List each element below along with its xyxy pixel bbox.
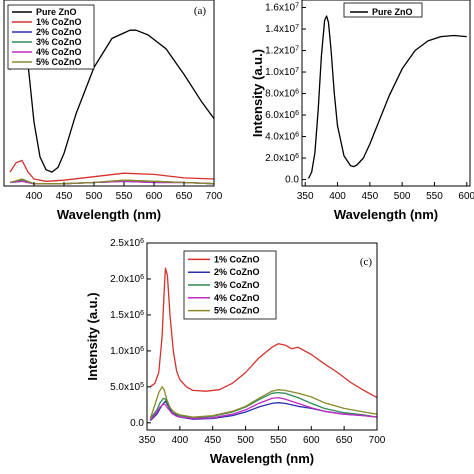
plot-frame [301, 0, 471, 187]
x-tick-label: 350 [297, 191, 314, 202]
series-line-1 [149, 267, 377, 399]
y-tick-label: 4.0x106 [265, 131, 299, 143]
y-tick-label: 2.5x106 [110, 238, 144, 250]
x-axis-label: Wavelength (nm) [57, 207, 161, 222]
legend-label: Pure ZnO [372, 7, 413, 17]
y-tick-label: 2.0x106 [110, 273, 144, 285]
x-tick-label: 600 [146, 191, 163, 202]
plot-frame [3, 0, 215, 187]
y-axis-label: Intensity (a.u.) [250, 49, 265, 137]
series-line-1 [307, 15, 467, 179]
y-tick-label: 1.6x107 [265, 2, 299, 14]
series-group [307, 15, 467, 179]
y-tick-label: 5.0x105 [110, 381, 144, 393]
y-tick-label: 1.0x106 [110, 345, 144, 357]
x-tick-label: 450 [204, 435, 221, 446]
y-tick-label: 1.2x107 [265, 45, 299, 57]
x-tick-label: 650 [336, 435, 353, 446]
legend: 1% CoZnO 2% CoZnO 3% CoZnO 4% CoZnO 5% CoZnO [183, 250, 277, 320]
panel-label: (c) [360, 256, 373, 268]
legend-label: Pure ZnO [36, 7, 77, 17]
chart-panel-1: 400 450 500 550 600 650 700 Wavelength (nm) (a) P… [3, 0, 223, 222]
x-tick-label: 700 [206, 191, 223, 202]
legend-label: 3% CoZnO [214, 280, 260, 290]
series-line-5 [149, 386, 377, 419]
x-tick-label: 600 [303, 435, 320, 446]
y-tick-label: 2.0x106 [265, 153, 299, 165]
legend-label: 5% CoZnO [214, 306, 260, 316]
series-line-4 [149, 396, 377, 421]
x-tick-label: 350 [139, 435, 156, 446]
y-tick-label: 1.4x107 [265, 24, 299, 36]
x-axis-label: Wavelength (nm) [210, 451, 314, 466]
y-tick-label: 0.0 [130, 418, 144, 429]
y-axis-label: Intensity (a.u.) [85, 292, 100, 380]
x-tick-label: 600 [458, 191, 474, 202]
legend-label: 1% CoZnO [214, 254, 260, 264]
x-tick-label: 500 [394, 191, 411, 202]
legend: Pure ZnO [343, 2, 423, 18]
series-group [149, 267, 377, 422]
legend-label: 4% CoZnO [214, 293, 260, 303]
x-tick-label: 450 [362, 191, 379, 202]
panel-label: (a) [194, 5, 207, 17]
chart-panel-2: 350 400 450 500 550 600 0.0 2.0x106 4.0x106 6.0x1… [250, 0, 474, 222]
y-tick-label: 1.5x106 [110, 309, 144, 321]
x-tick-label: 550 [116, 191, 133, 202]
x-tick-label: 400 [172, 435, 189, 446]
x-tick-label: 500 [86, 191, 103, 202]
legend-label: 1% CoZnO [36, 17, 82, 27]
x-tick-label: 650 [176, 191, 193, 202]
y-tick-label: 1.0x107 [265, 67, 299, 79]
x-tick-label: 550 [270, 435, 287, 446]
series-line-2 [9, 159, 214, 182]
legend-label: 3% CoZnO [36, 37, 82, 47]
y-tick-label: 0.0 [285, 175, 299, 186]
series-line-3 [149, 391, 377, 419]
legend-label: 4% CoZnO [36, 47, 82, 57]
x-tick-label: 500 [237, 435, 254, 446]
x-tick-label: 400 [26, 191, 43, 202]
legend-label: 2% CoZnO [214, 267, 260, 277]
legend-label: 5% CoZnO [36, 57, 82, 67]
legend-box [7, 4, 95, 70]
chart-panel-3: 350 400 450 500 550 600 650 700 0.0 5.0x105 1.0x10… [85, 238, 386, 467]
x-tick-label: 450 [56, 191, 73, 202]
x-axis-label: Wavelength (nm) [334, 207, 438, 222]
x-tick-label: 550 [426, 191, 443, 202]
legend-label: 2% CoZnO [36, 27, 82, 37]
legend-box [343, 2, 423, 18]
x-tick-label: 700 [369, 435, 386, 446]
x-tick-label: 400 [329, 191, 346, 202]
plot-frame [146, 242, 378, 431]
y-tick-label: 6.0x106 [265, 110, 299, 122]
y-tick-label: 8.0x106 [265, 88, 299, 100]
